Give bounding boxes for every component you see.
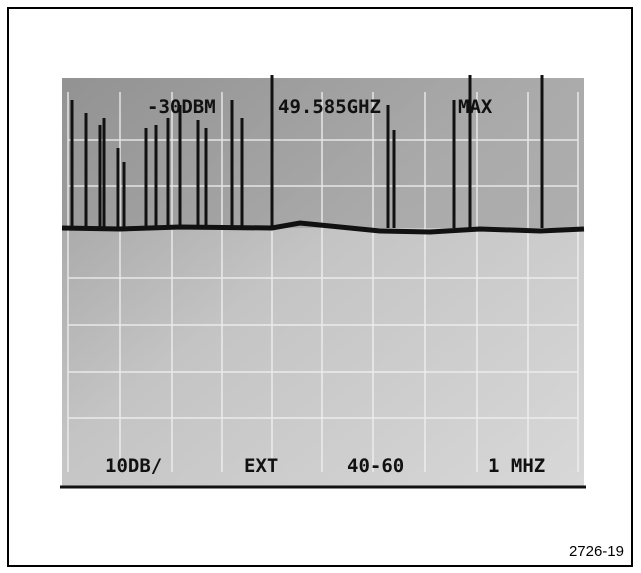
center-frequency: 49.585GHZ	[278, 96, 381, 118]
spectral-lines	[70, 75, 544, 228]
span-readout: 1 MHZ	[488, 455, 545, 477]
reference-level: -30DBM	[147, 96, 216, 118]
baseline-trace	[61, 220, 585, 235]
figure-border	[7, 7, 633, 567]
graticule	[67, 92, 579, 472]
mixer-readout: EXT	[244, 455, 278, 477]
screen-upper-shade	[62, 78, 584, 228]
vertical-scale: 10DB/	[105, 455, 162, 477]
mode-readout: MAX	[458, 96, 493, 118]
screen	[62, 78, 584, 488]
band-readout: 40-60	[347, 455, 404, 477]
figure-number: 2726-19	[569, 543, 624, 560]
